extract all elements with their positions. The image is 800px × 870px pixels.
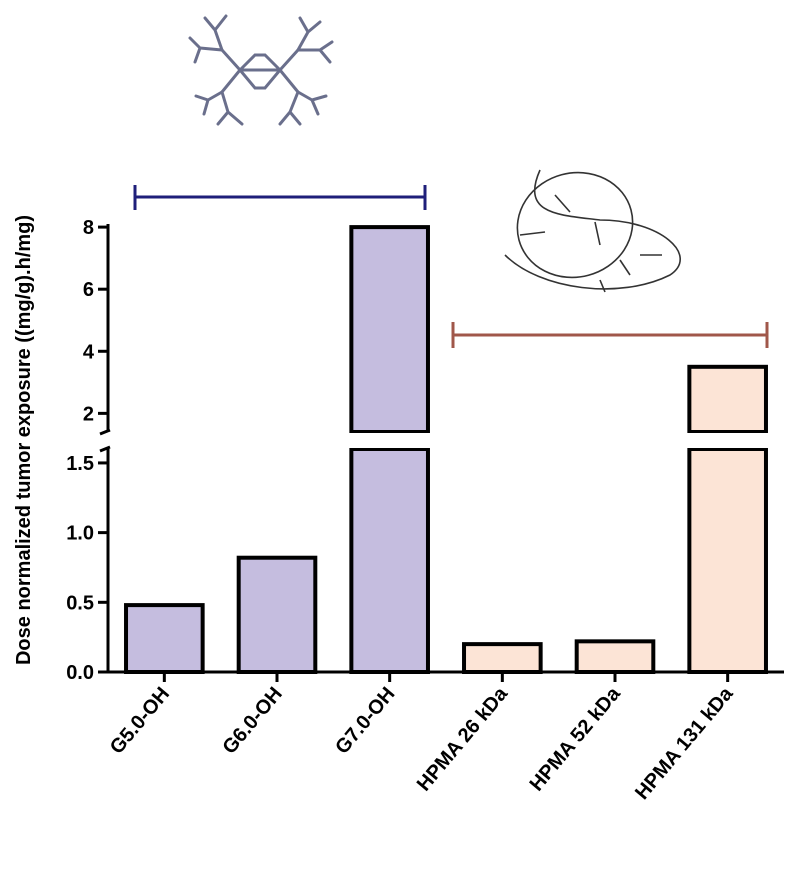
x-tick-label: G5.0-OH — [106, 683, 174, 758]
dendrimer-icon — [188, 14, 334, 126]
x-tick-label: HPMA 52 kDa — [526, 682, 626, 795]
y-tick-label: 0.0 — [66, 662, 94, 684]
y-tick-label: 0.5 — [66, 592, 94, 614]
group-bracket — [133, 185, 427, 210]
group-bracket — [451, 322, 769, 348]
bar — [462, 642, 543, 674]
bar — [687, 364, 768, 434]
y-tick-label: 1.5 — [66, 453, 94, 475]
y-tick-label: 6 — [83, 279, 94, 301]
bar — [124, 603, 205, 674]
x-tick-label: G6.0-OH — [219, 683, 287, 758]
x-tick-label: G7.0-OH — [331, 683, 399, 758]
x-tick-label: HPMA 131 kDa — [631, 682, 738, 804]
bar — [574, 639, 656, 675]
axis-break — [99, 445, 111, 453]
y-tick-label: 1.0 — [66, 523, 94, 545]
y-tick-label: 4 — [83, 341, 95, 363]
bar — [236, 555, 318, 675]
bar-break-gap — [347, 433, 432, 448]
axis-break — [99, 428, 111, 436]
bar-break-gap — [685, 433, 770, 448]
bar — [687, 447, 768, 674]
bar — [349, 447, 430, 674]
x-tick-label: HPMA 26 kDa — [413, 682, 513, 795]
y-axis-label: Dose normalized tumor exposure ((mg/g).h… — [13, 215, 35, 665]
bar — [349, 225, 430, 434]
polymer-icon — [504, 169, 681, 293]
y-tick-label: 2 — [83, 403, 94, 425]
y-tick-label: 8 — [83, 217, 94, 239]
